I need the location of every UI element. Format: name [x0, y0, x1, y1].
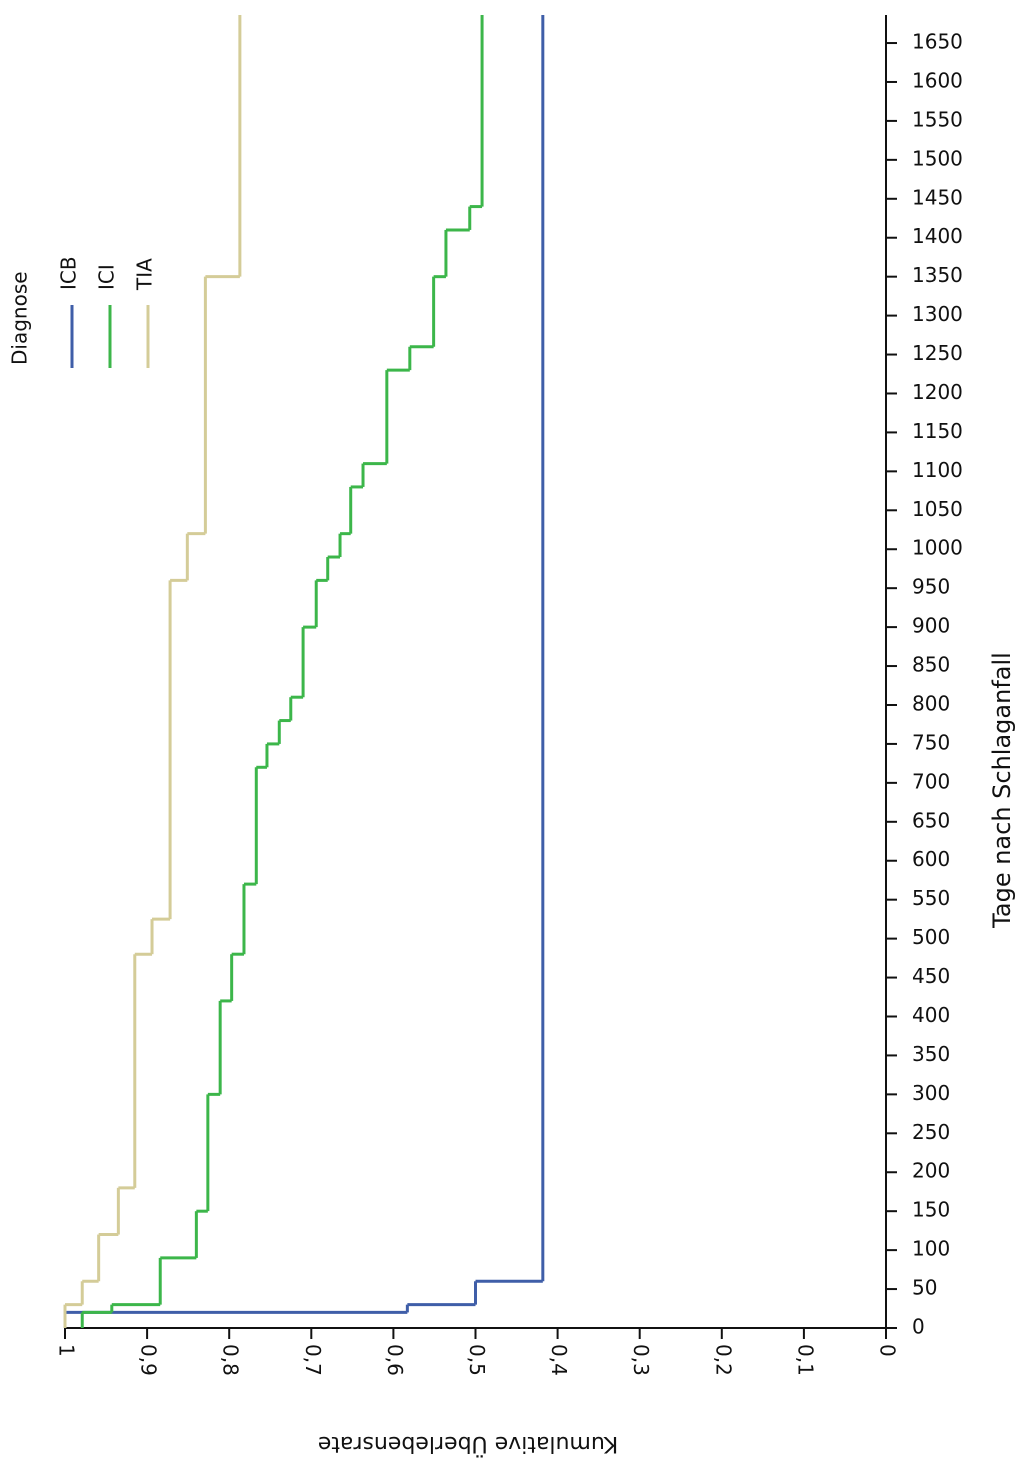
legend-label: ICB: [57, 256, 81, 290]
x-tick-label: 1250: [912, 341, 963, 365]
x-tick-label: 350: [912, 1042, 950, 1066]
y-tick-label: 0,2: [711, 1344, 735, 1376]
x-tick-label: 450: [912, 964, 950, 988]
x-tick-label: 1400: [912, 224, 963, 248]
x-tick-label: 250: [912, 1120, 950, 1144]
y-tick-label: 0,4: [547, 1344, 571, 1376]
y-tick-label: 0,1: [793, 1344, 817, 1376]
y-axis-title: Kumulative Überlebensrate: [318, 1431, 618, 1457]
x-tick-label: 700: [912, 769, 950, 793]
x-tick-label: 300: [912, 1081, 950, 1105]
legend-label: ICI: [95, 264, 119, 290]
x-tick-label: 850: [912, 653, 950, 677]
x-tick-label: 650: [912, 808, 950, 832]
x-tick-label: 950: [912, 575, 950, 599]
y-tick-label: 0,9: [137, 1344, 161, 1376]
x-tick-label: 150: [912, 1198, 950, 1222]
x-tick-label: 1300: [912, 302, 963, 326]
x-tick-label: 400: [912, 1003, 950, 1027]
x-tick-label: 1500: [912, 146, 963, 170]
y-tick-label: 0,7: [301, 1344, 325, 1376]
x-tick-label: 1200: [912, 380, 963, 404]
x-axis-title: Tage nach Schlaganfall: [988, 652, 1016, 929]
x-tick-label: 550: [912, 886, 950, 910]
y-tick-label: 1: [55, 1344, 79, 1357]
legend-label: TIA: [133, 258, 157, 291]
x-tick-label: 750: [912, 730, 950, 754]
x-tick-label: 1650: [912, 30, 963, 54]
x-tick-label: 500: [912, 925, 950, 949]
y-tick-label: 0,5: [465, 1344, 489, 1376]
y-tick-label: 0: [876, 1344, 900, 1357]
x-tick-label: 0: [912, 1315, 925, 1339]
x-tick-label: 1450: [912, 185, 963, 209]
y-tick-label: 0,8: [219, 1344, 243, 1376]
x-tick-label: 50: [912, 1276, 937, 1300]
x-tick-label: 1150: [912, 419, 963, 443]
x-tick-label: 1350: [912, 263, 963, 287]
y-tick-label: 0,6: [383, 1344, 407, 1376]
x-tick-label: 1100: [912, 458, 963, 482]
x-tick-label: 900: [912, 614, 950, 638]
y-tick-label: 0,3: [629, 1344, 653, 1376]
x-tick-label: 1050: [912, 497, 963, 521]
x-tick-label: 1550: [912, 107, 963, 131]
x-tick-label: 200: [912, 1159, 950, 1183]
x-tick-label: 100: [912, 1237, 950, 1261]
x-tick-label: 800: [912, 691, 950, 715]
legend-title: Diagnose: [8, 271, 32, 365]
x-tick-label: 1600: [912, 68, 963, 92]
x-tick-label: 600: [912, 847, 950, 871]
x-tick-label: 1000: [912, 536, 963, 560]
